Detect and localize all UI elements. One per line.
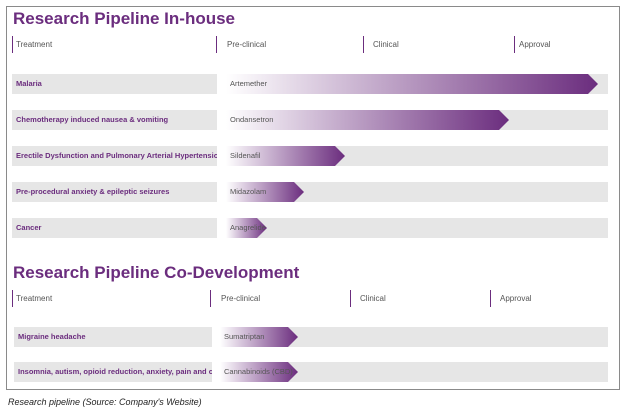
- pipeline-track: Cannabinoids (CBD): [220, 362, 608, 382]
- drug-label: Sumatriptan: [224, 332, 265, 341]
- header-treatment: Treatment: [16, 294, 53, 303]
- indication-label: Malaria: [12, 74, 217, 94]
- drug-label: Anagrelide: [230, 223, 266, 232]
- header-tick: [514, 36, 515, 53]
- header-tick: [12, 36, 13, 53]
- pipeline-track: Anagrelide: [226, 218, 608, 238]
- pipeline-track: Sildenafil: [226, 146, 608, 166]
- pipeline-track: Sumatriptan: [220, 327, 608, 347]
- pipeline-track: Ondansetron: [226, 110, 608, 130]
- indication-label: Migraine headache: [14, 327, 212, 347]
- progress-arrow: [226, 146, 345, 166]
- header-tick: [12, 290, 13, 307]
- pipeline-track: Artemether: [226, 74, 608, 94]
- header-approval: Approval: [500, 294, 532, 303]
- header-tick: [350, 290, 351, 307]
- drug-label: Midazolam: [230, 187, 267, 196]
- indication-label: Insomnia, autism, opioid reduction, anxi…: [14, 362, 212, 382]
- progress-arrow: [220, 327, 298, 347]
- drug-label: Sildenafil: [230, 151, 261, 160]
- inhouse-title: Research Pipeline In-house: [13, 9, 236, 28]
- indication-label: Erectile Dysfunction and Pulmonary Arter…: [12, 146, 217, 166]
- progress-arrow: [226, 110, 509, 130]
- pipeline-track: Midazolam: [226, 182, 608, 202]
- indication-label: Cancer: [12, 218, 217, 238]
- header-tick: [216, 36, 217, 53]
- header-clinical: Clinical: [360, 294, 386, 303]
- progress-arrow: [226, 74, 598, 94]
- header-tick: [363, 36, 364, 53]
- drug-label: Cannabinoids (CBD): [224, 367, 293, 376]
- header-tick: [210, 290, 211, 307]
- header-tick: [490, 290, 491, 307]
- codev-title: Research Pipeline Co-Development: [13, 263, 300, 282]
- drug-label: Ondansetron: [230, 115, 274, 124]
- figure-caption: Research pipeline (Source: Company's Web…: [8, 397, 202, 407]
- indication-label: Chemotherapy induced nausea & vomiting: [12, 110, 217, 130]
- header-approval: Approval: [519, 40, 551, 49]
- header-treatment: Treatment: [16, 40, 53, 49]
- progress-arrow: [226, 218, 267, 238]
- header-clinical: Clinical: [373, 40, 399, 49]
- drug-label: Artemether: [230, 79, 268, 88]
- indication-label: Pre-procedural anxiety & epileptic seizu…: [12, 182, 217, 202]
- progress-arrow: [226, 182, 304, 202]
- progress-arrow: [220, 362, 298, 382]
- header-preclinical: Pre-clinical: [221, 294, 261, 303]
- header-preclinical: Pre-clinical: [227, 40, 267, 49]
